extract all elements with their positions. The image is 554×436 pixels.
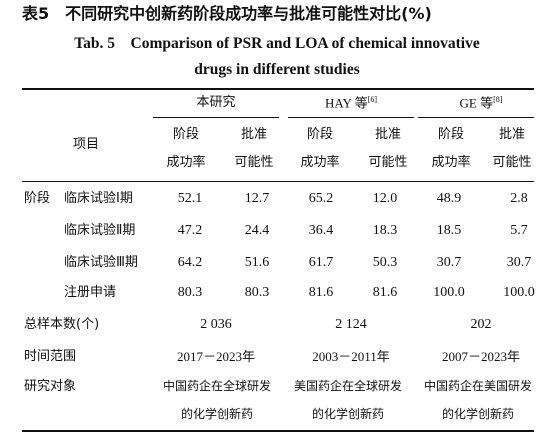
time-range-this-study: 2017－2023年: [176, 349, 256, 364]
table-cell: 18.5: [436, 223, 462, 238]
time-range-hay: 2003－2011年: [312, 349, 390, 364]
table-cell: 80.3: [244, 285, 270, 300]
table-cell: 50.3: [372, 255, 398, 270]
sample-size-ge: 202: [470, 317, 492, 332]
sample-size-this-study: 2 036: [200, 317, 232, 332]
group-rule-hay: [288, 117, 414, 118]
research-object-hay-2: 的化学创新药: [311, 407, 385, 421]
table-cell: 52.1: [177, 191, 203, 206]
group-hay: HAY 等[6]: [325, 96, 377, 110]
table-cell: 81.6: [308, 285, 334, 300]
research-object-label: 研究对象: [24, 379, 77, 394]
col-header-psr-2b: 成功率: [300, 155, 340, 170]
sample-size-hay: 2 124: [335, 317, 367, 332]
research-object-this-study-1: 中国药企在全球研发: [162, 379, 272, 393]
col-header-psr-3b: 成功率: [431, 155, 471, 170]
row-label: 注册申请: [64, 285, 117, 300]
table-cell: 48.9: [436, 191, 462, 206]
table-cell: 30.7: [506, 255, 532, 270]
group-rule-ge: [418, 117, 534, 118]
table-cell: 36.4: [308, 223, 334, 238]
table-cell: 61.7: [308, 255, 334, 270]
research-object-hay-1: 美国药企在全球研发: [293, 379, 403, 393]
table-cell: 12.0: [372, 191, 398, 206]
table-title-cn: 表5 不同研究中创新药阶段成功率与批准可能性对比(%): [22, 4, 432, 23]
col-header-psr-1a: 阶段: [172, 127, 200, 142]
table-cell: 51.6: [244, 255, 270, 270]
table-cell: 24.4: [244, 223, 270, 238]
group-this-study: 本研究: [196, 95, 236, 110]
research-object-ge-2: 的化学创新药: [441, 407, 515, 421]
group-hay-ref: [6]: [367, 95, 378, 104]
col-header-loa-2b: 可能性: [368, 155, 408, 170]
table-cell: 12.7: [244, 191, 270, 206]
research-object-ge-1: 中国药企在美国研发: [423, 379, 533, 393]
row-label: 临床试验Ⅰ期: [64, 191, 133, 206]
table-title-en-line1: Tab. 5 Comparison of PSR and LOA of chem…: [74, 35, 480, 52]
bottom-rule: [22, 430, 534, 432]
table-cell: 5.7: [510, 223, 528, 238]
table-cell: 65.2: [308, 191, 334, 206]
table-cell: 2.8: [510, 191, 528, 206]
table-cell: 100.0: [433, 285, 465, 300]
col-header-loa-1a: 批准: [240, 127, 268, 142]
time-range-ge: 2007－2023年: [441, 349, 521, 364]
col-header-loa-3b: 可能性: [492, 155, 532, 170]
table-cell: 64.2: [177, 255, 203, 270]
col-header-item: 项目: [72, 137, 100, 152]
row-label: 临床试验Ⅱ期: [64, 223, 136, 238]
col-header-loa-3a: 批准: [498, 127, 526, 142]
col-header-psr-3a: 阶段: [437, 127, 465, 142]
col-header-loa-1b: 可能性: [234, 155, 274, 170]
top-rule: [22, 88, 534, 90]
table-cell: 18.3: [372, 223, 398, 238]
stage-group-label: 阶段: [24, 191, 51, 206]
research-object-this-study-2: 的化学创新药: [180, 407, 254, 421]
col-header-psr-1b: 成功率: [166, 155, 206, 170]
group-ge: GE 等[8]: [460, 96, 503, 110]
sample-size-label: 总样本数(个): [24, 317, 100, 332]
table-cell: 47.2: [177, 223, 203, 238]
group-hay-label: HAY 等: [324, 95, 368, 111]
table-cell: 100.0: [503, 285, 535, 300]
table-cell: 30.7: [436, 255, 462, 270]
col-header-loa-2a: 批准: [374, 127, 402, 142]
row-label: 临床试验Ⅲ期: [64, 255, 138, 270]
header-rule: [22, 181, 534, 182]
group-rule-this-study: [153, 117, 279, 118]
table-title-en-line2: drugs in different studies: [194, 61, 360, 78]
table-cell: 81.6: [372, 285, 398, 300]
time-range-label: 时间范围: [24, 349, 77, 364]
table-cell: 80.3: [177, 285, 203, 300]
group-ge-ref: [8]: [493, 95, 503, 104]
col-header-psr-2a: 阶段: [306, 127, 334, 142]
group-ge-label: GE 等: [459, 95, 494, 111]
